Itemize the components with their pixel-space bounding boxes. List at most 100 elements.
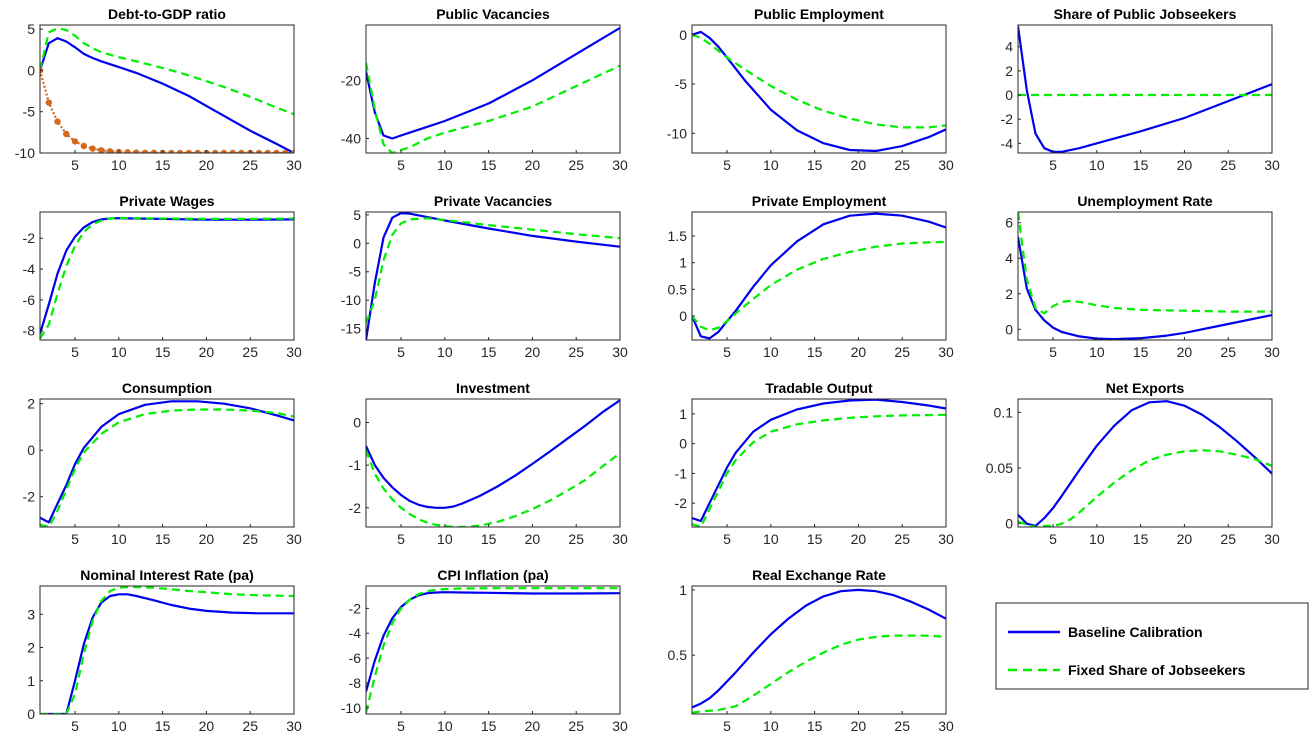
x-tick-label: 5 <box>397 718 405 734</box>
data-point <box>185 149 193 153</box>
x-tick-label: 20 <box>851 718 867 734</box>
plot-area <box>366 26 620 153</box>
data-point <box>141 149 149 153</box>
subplot-cpi-inflation-pa: CPI Inflation (pa) 5 10 15 20 25 30 -2 -4 -6 -8 -10 <box>341 567 628 734</box>
x-tick-label: 5 <box>723 531 731 547</box>
data-point <box>150 149 158 153</box>
y-tick-label: 2 <box>1005 63 1013 79</box>
y-tick-label: 0 <box>679 27 687 43</box>
plot-area <box>1018 400 1272 527</box>
y-tick-label: 0 <box>1005 87 1013 103</box>
series-line-fixed-share-of-jobseekers <box>692 33 946 129</box>
y-tick-label: -10 <box>341 700 361 716</box>
x-tick-label: 20 <box>525 718 541 734</box>
series-line-baseline-calibration <box>692 588 946 709</box>
data-point <box>80 142 88 150</box>
x-tick-label: 5 <box>71 157 79 173</box>
x-tick-label: 5 <box>397 344 405 360</box>
x-tick-label: 5 <box>1049 531 1057 547</box>
y-tick-label: 0.05 <box>986 460 1013 476</box>
y-tick-label: 4 <box>1005 39 1013 55</box>
plot-area <box>692 212 946 340</box>
x-tick-label: 15 <box>481 157 497 173</box>
data-point <box>220 149 228 153</box>
x-tick-label: 15 <box>1133 531 1149 547</box>
subplot-nominal-interest-rate-pa: Nominal Interest Rate (pa)5 10 15 20 25 30321… <box>27 567 302 734</box>
y-tick-label: 2 <box>27 396 35 412</box>
y-tick-label: 0 <box>27 706 35 722</box>
subplot-private-employment: Private Employment 5 10 15 20 25 30 1.5 1 0.5 0 <box>668 193 954 360</box>
x-tick-label: 20 <box>199 344 215 360</box>
x-tick-label: 15 <box>481 344 497 360</box>
x-tick-label: 15 <box>1133 157 1149 173</box>
x-tick-label: 15 <box>1133 344 1149 360</box>
series-line-fixed-share-of-jobseekers <box>692 634 946 714</box>
x-tick-label: 5 <box>397 157 405 173</box>
plot-area <box>366 212 620 340</box>
subplot-title: Real Exchange Rate <box>752 567 886 583</box>
x-tick-label: 30 <box>1264 531 1280 547</box>
data-point <box>89 145 96 152</box>
x-tick-label: 5 <box>1049 344 1057 360</box>
x-tick-label: 10 <box>763 718 779 734</box>
x-tick-label: 30 <box>612 344 628 360</box>
series-line-baseline-calibration <box>1018 236 1272 340</box>
plot-area <box>40 216 294 340</box>
x-tick-label: 20 <box>1177 344 1193 360</box>
y-tick-label: -10 <box>341 292 361 308</box>
axes-box <box>691 398 947 528</box>
subplot-title: CPI Inflation (pa) <box>437 567 548 583</box>
legend-box <box>995 602 1309 690</box>
x-tick-label: 10 <box>437 718 453 734</box>
y-tick-label: -15 <box>341 321 361 337</box>
data-point <box>71 138 79 145</box>
y-tick-label: 0 <box>1005 321 1013 337</box>
x-tick-label: 15 <box>155 157 171 173</box>
data-point <box>98 147 105 153</box>
series-line-baseline-calibration <box>1018 26 1272 153</box>
x-tick-label: 10 <box>763 531 779 547</box>
subplot-title: Consumption <box>122 380 212 396</box>
legend: Baseline Calibration Fixed Share of Jobs… <box>995 602 1309 690</box>
series-line-baseline-calibration <box>40 593 294 714</box>
series-line-baseline-calibration <box>692 212 946 340</box>
x-tick-label: 10 <box>111 718 127 734</box>
x-tick-label: 25 <box>242 531 258 547</box>
plot-area <box>1018 212 1272 340</box>
x-tick-label: 10 <box>1089 344 1105 360</box>
axes-box <box>365 211 621 341</box>
axes-box <box>39 211 295 341</box>
x-tick-label: 30 <box>938 157 954 173</box>
subplot-public-employment: Public Employment 5 10 15 20 25 30 0 -5 -10 <box>667 6 954 173</box>
axes-box <box>39 24 295 154</box>
x-tick-label: 10 <box>437 344 453 360</box>
subplot-title: Debt-to-GDP ratio <box>108 6 226 22</box>
series-line-fixed-share-of-jobseekers <box>1018 212 1272 315</box>
x-tick-label: 25 <box>568 718 584 734</box>
legend-label-fixed-share: Fixed Share of Jobseekers <box>1068 662 1246 678</box>
x-tick-label: 20 <box>851 344 867 360</box>
axes-box <box>691 24 947 154</box>
plot-area <box>692 588 946 714</box>
y-tick-label: 0 <box>679 436 687 452</box>
x-tick-label: 30 <box>286 344 302 360</box>
y-tick-label: -20 <box>341 72 361 88</box>
x-tick-label: 25 <box>1220 157 1236 173</box>
x-tick-label: 10 <box>111 531 127 547</box>
series-line-fixed-share-of-jobseekers <box>692 413 946 527</box>
y-tick-label: 1.5 <box>668 228 688 244</box>
x-tick-label: 15 <box>481 531 497 547</box>
data-point <box>106 148 114 153</box>
subplot-debt-to-gdp-ratio: Debt-to-GDP ratio 5 10 15 20 25 30 5 0 -5 -10 <box>15 6 302 173</box>
subplot-title: Investment <box>456 380 530 396</box>
x-tick-label: 10 <box>111 344 127 360</box>
plot-area <box>40 27 294 153</box>
subplot-title: Public Vacancies <box>436 6 550 22</box>
series-line-baseline-calibration <box>40 400 294 524</box>
data-point <box>124 149 131 153</box>
x-tick-label: 15 <box>807 531 823 547</box>
x-tick-label: 5 <box>723 157 731 173</box>
